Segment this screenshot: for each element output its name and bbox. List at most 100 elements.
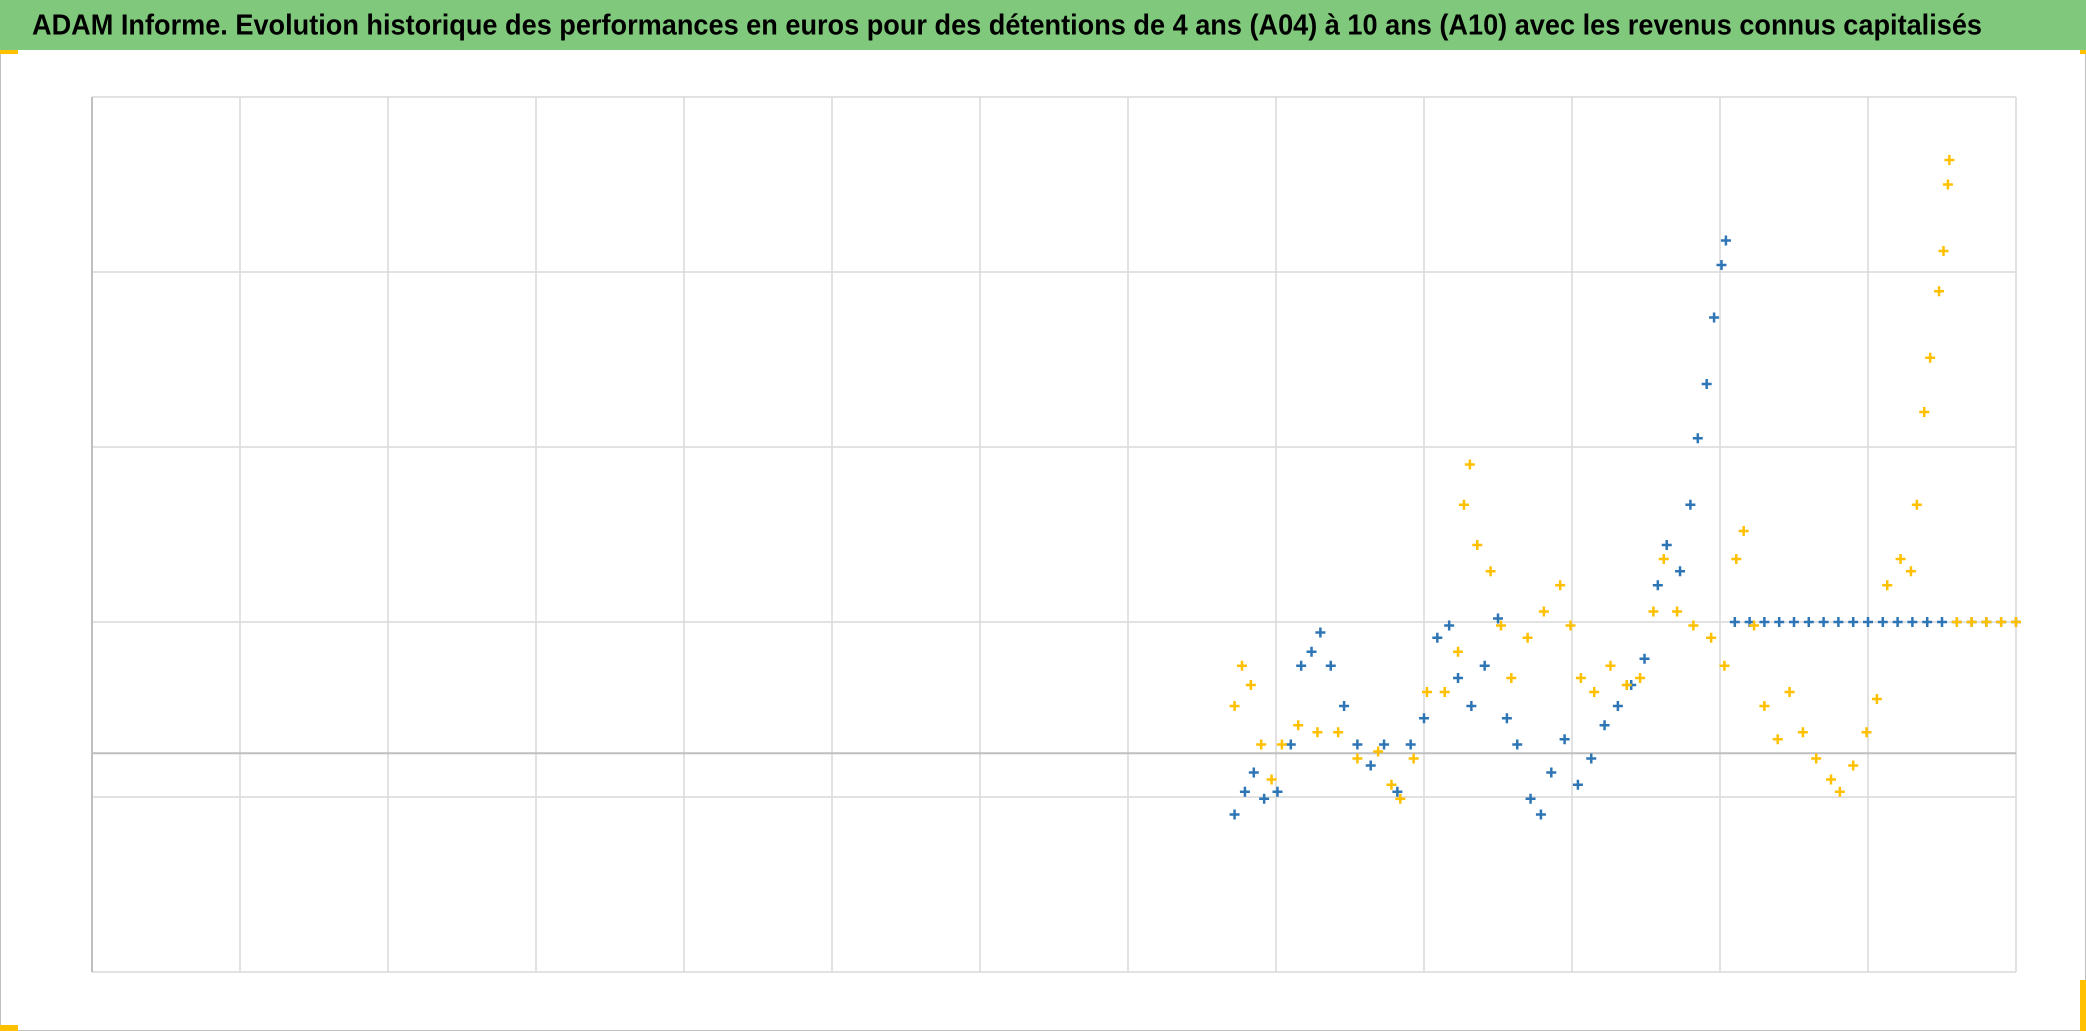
scatter-point [1871,694,1882,704]
scatter-point [1333,727,1344,738]
scatter-point [1661,540,1672,550]
scatter-point [1229,701,1240,711]
scatter-point [1248,767,1259,778]
scatter-point [1635,673,1646,683]
scatter-point [1373,746,1384,757]
scatter-point [1315,627,1326,638]
scatter-point [1296,660,1307,671]
scatter-point [1719,660,1730,671]
scatter-point [1685,499,1696,510]
scatter-point [1951,617,1962,627]
scatter-point [1774,617,1785,627]
scatter-point [1605,660,1616,671]
scatter-point [1861,727,1872,738]
scatter-point [1572,779,1583,790]
scatter-point [1934,286,1945,297]
scatter-point [1877,617,1888,627]
scatter-point [1259,793,1270,804]
scatter-point [1826,774,1836,785]
scatter-point [1749,620,1760,631]
scatter-point [1501,713,1512,724]
scatter-point [1325,660,1336,671]
scatter-point [1892,617,1903,627]
scatter-point [1512,739,1523,750]
scatter-point [1565,620,1576,631]
scatter-point [1464,459,1475,470]
scatter-point [1453,673,1464,683]
corner-mark [2080,980,2086,1031]
scatter-point [1759,617,1770,627]
scatter-point [1905,566,1916,577]
scatter-point [1392,786,1403,797]
scatter-point [1493,613,1503,624]
scatter-point [1803,617,1814,627]
scatter-point [1639,653,1650,664]
chart-title: ADAM Informe. Evolution historique des p… [32,10,1982,42]
corner-mark [2080,50,2086,54]
scatter-point [1522,632,1533,643]
scatter-point [1405,739,1416,750]
scatter-point [1720,235,1731,246]
scatter-point [1586,753,1597,764]
scatter-point [1439,687,1450,697]
scatter-point [1701,379,1712,389]
scatter-point [1239,786,1250,797]
scatter-point [1432,632,1443,643]
scatter-point [1245,680,1256,690]
scatter-point [1479,660,1490,671]
scatter-point [1379,739,1390,750]
scatter-point [1293,720,1304,731]
scatter-point [1276,739,1287,750]
scatter-point [1688,620,1699,631]
scatter-point [1599,720,1610,731]
scatter-point [1759,701,1770,711]
scatter-point [1444,620,1455,631]
scatter-point [1911,499,1922,510]
scatter-point [1285,739,1296,750]
scatter-point [1229,809,1240,820]
scatter-point [1811,753,1822,764]
scatter-point [1937,617,1947,627]
scatter-point [1966,617,1977,627]
scatter-point [1848,617,1859,627]
scatter-point [1236,660,1247,671]
scatter-point [1942,179,1953,190]
scatter-point [1472,540,1483,550]
scatter-point [1672,606,1683,617]
scatter-point [1981,617,1992,627]
scatter-point [1833,617,1844,627]
scatter-point [1365,760,1376,771]
scatter-point [1797,727,1808,738]
scatter-point [1535,809,1546,820]
scatter-point [1729,617,1740,627]
corner-mark [0,1025,18,1031]
scatter-point [1925,352,1936,363]
scatter-point [1818,617,1829,627]
scatter-point [1312,727,1323,738]
scatter-point [1863,617,1873,627]
scatter-point [1408,753,1419,764]
scatter-point [1692,433,1703,444]
scatter-point [1848,760,1859,771]
scatter-point [1525,793,1536,804]
scatter-point [1834,786,1845,797]
scatter-point [1709,312,1720,323]
scatter-point [1919,407,1930,417]
scatter-point [1895,554,1906,564]
scatter-point [1395,793,1406,804]
scatter-point [1938,246,1949,256]
scatter-point [1944,155,1955,165]
scatter-point [1485,566,1496,577]
scatter-point [1648,606,1659,617]
scatter-point [1772,734,1783,745]
scatter-point [1882,580,1893,591]
scatter-point [1546,767,1557,778]
scatter-point [1784,687,1795,697]
scatter-point [1738,526,1749,536]
scatter-point [1306,646,1317,657]
scatter-point [1352,753,1363,764]
scatter-point [1575,673,1586,683]
scatter-point [1453,646,1464,657]
